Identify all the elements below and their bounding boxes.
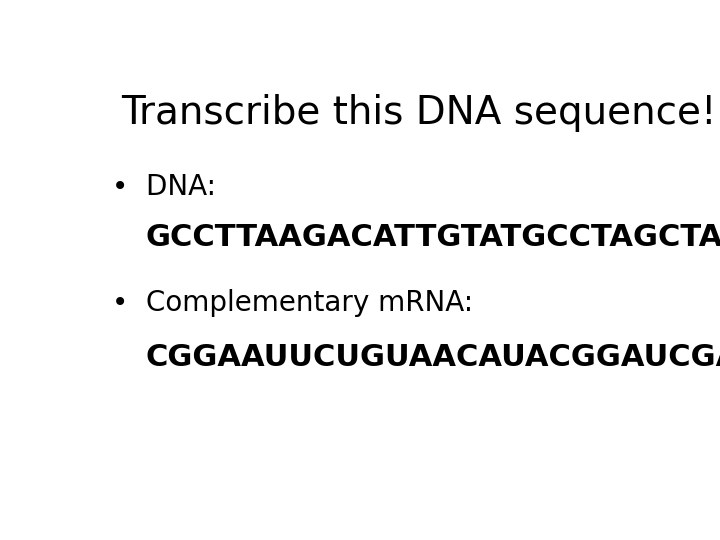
Text: •  Complementary mRNA:: • Complementary mRNA: — [112, 289, 474, 318]
Text: CGGAAUUCUGUAACAUACGGAUCGAUC: CGGAAUUCUGUAACAUACGGAUCGAUC — [145, 343, 720, 373]
Text: GCCTTAAGACATTGTATGCCTAGCTAG: GCCTTAAGACATTGTATGCCTAGCTAG — [145, 223, 720, 252]
Text: •  DNA:: • DNA: — [112, 173, 216, 201]
Text: Transcribe this DNA sequence!: Transcribe this DNA sequence! — [121, 94, 716, 132]
